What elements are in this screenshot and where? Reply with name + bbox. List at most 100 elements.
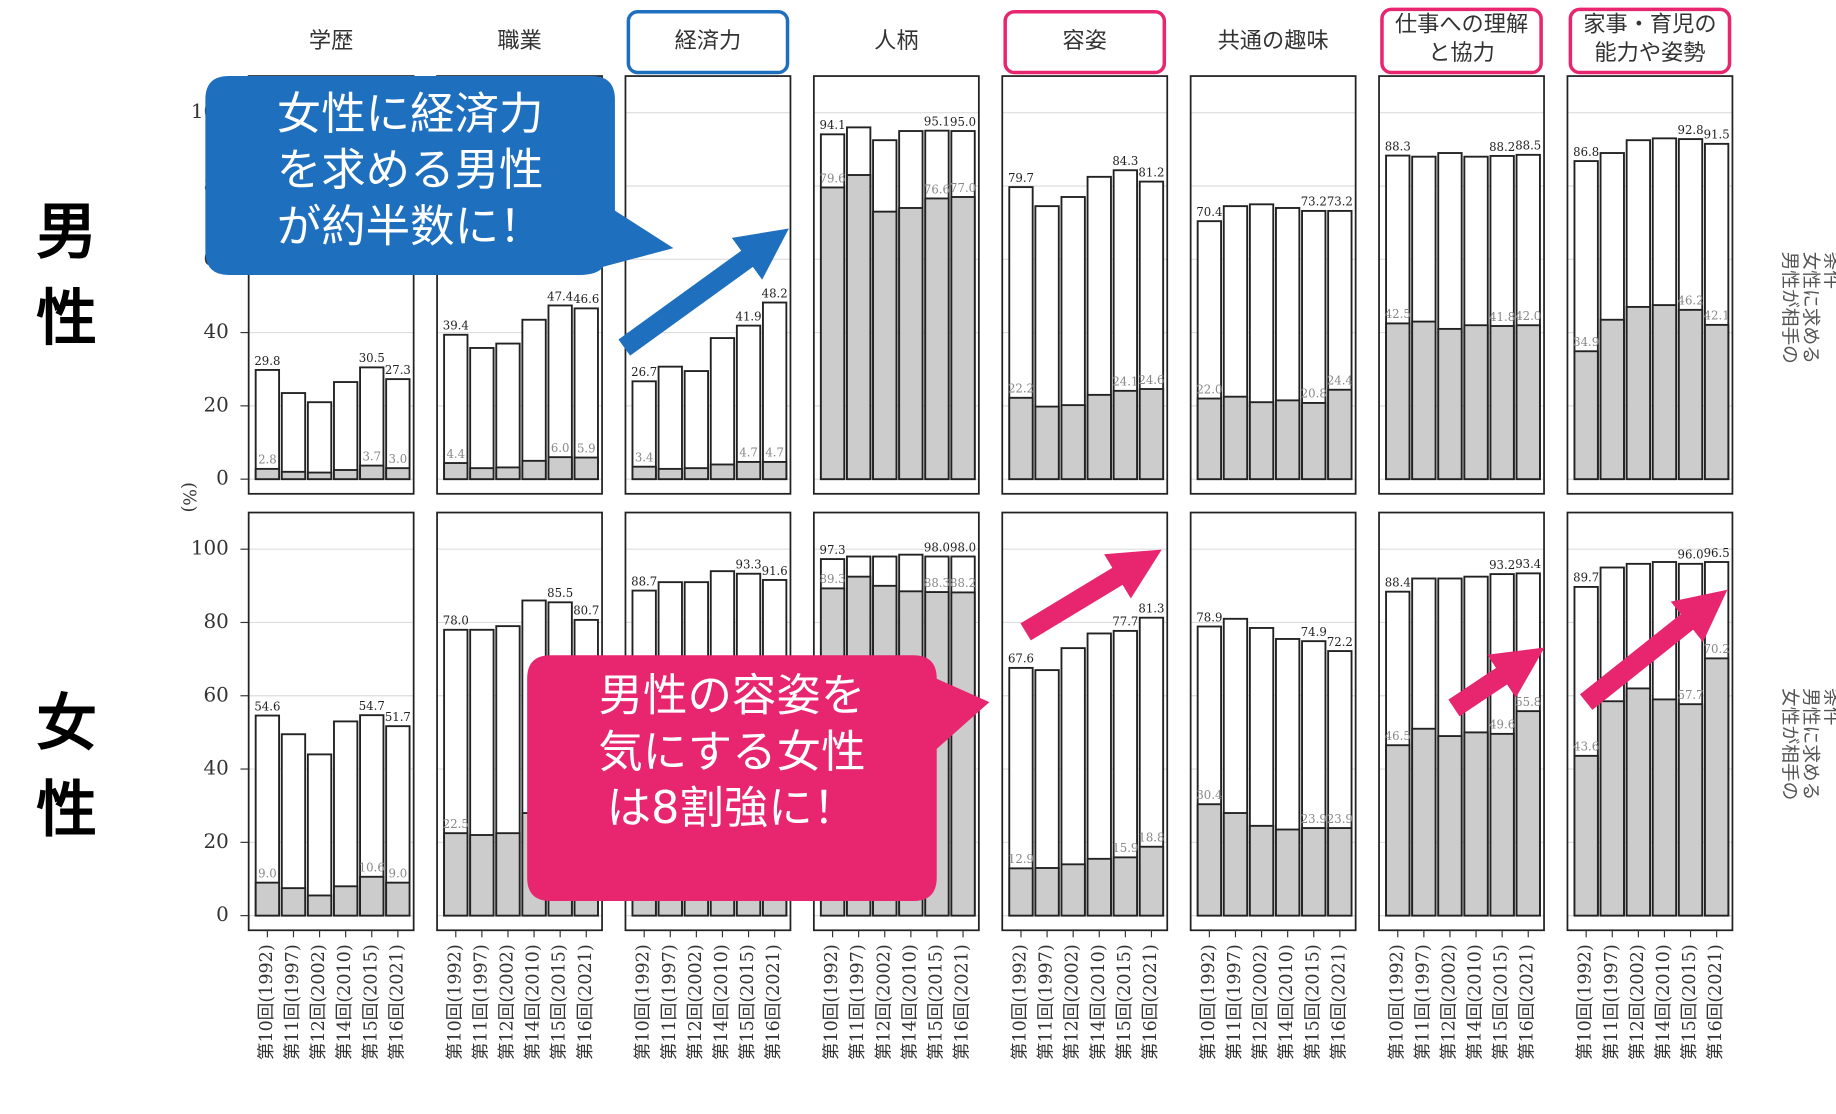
bar (573, 456, 599, 481)
value-label: 55.8 (1515, 695, 1541, 709)
x-tick-label: 第10回(1992) (822, 944, 842, 1060)
x-tick-label: 第12回(2002) (1251, 944, 1271, 1060)
value-label: 51.7 (385, 710, 411, 724)
bar (1196, 397, 1223, 481)
value-label: 34.9 (1573, 335, 1599, 349)
value-label: 4.7 (739, 446, 758, 460)
panel-frame (1001, 75, 1169, 495)
x-tick-label: 第10回(1992) (634, 944, 654, 1060)
x-tick-label: 第16回(2021) (576, 944, 596, 1060)
facet-title: 容姿 (1063, 28, 1107, 54)
side-label-line: 条件 (1821, 252, 1836, 289)
bar (385, 467, 411, 481)
side-label-line: 男性が相手の (1779, 252, 1800, 364)
x-tick-label: 第12回(2002) (1628, 944, 1648, 1060)
x-tick-label: 第16回(2021) (764, 944, 784, 1060)
value-label: 74.9 (1301, 625, 1327, 639)
value-label: 70.2 (1704, 642, 1730, 656)
bar (333, 381, 359, 481)
value-label: 30.5 (359, 351, 385, 365)
value-label: 49.6 (1489, 718, 1515, 732)
bar (306, 471, 333, 481)
value-label: 94.1 (820, 118, 846, 132)
bar (521, 318, 547, 481)
x-tick-label: 第11回(1997) (283, 944, 303, 1060)
value-label: 41.8 (1489, 310, 1515, 324)
value-label: 4.7 (765, 446, 784, 460)
arrow (1020, 549, 1162, 641)
side-label-line: 男性に求める (1800, 688, 1821, 800)
value-label: 79.7 (1008, 171, 1034, 185)
bar (735, 460, 762, 481)
bar (1138, 845, 1165, 917)
x-tick-label: 第11回(1997) (660, 944, 680, 1060)
value-label: 5.9 (577, 441, 596, 455)
bar (1515, 710, 1541, 917)
y-tick-label: 40 (203, 757, 228, 780)
row-label: 女性 (25, 690, 96, 864)
value-label: 76.6 (924, 182, 950, 196)
bar (359, 875, 385, 917)
value-label: 22.2 (1008, 382, 1034, 396)
value-label: 97.3 (820, 543, 846, 557)
bar (443, 462, 469, 481)
value-label: 39.4 (443, 319, 469, 333)
bar (846, 174, 872, 481)
value-label: 78.9 (1196, 610, 1222, 624)
bar (547, 456, 573, 481)
panel-frame (624, 75, 792, 495)
value-label: 6.0 (551, 441, 570, 455)
value-label: 30.4 (1196, 788, 1222, 802)
value-label: 78.0 (443, 614, 469, 628)
bar (1196, 803, 1223, 917)
panel-frame (1378, 511, 1545, 932)
x-tick-label: 第12回(2002) (309, 944, 329, 1060)
x-tick-label: 第15回(2015) (738, 944, 758, 1060)
bar (683, 370, 710, 481)
value-label: 88.2 (1489, 140, 1515, 154)
x-tick-label: 第10回(1992) (1199, 944, 1219, 1060)
side-label-line: 女性が相手の (1779, 688, 1800, 800)
bar (1411, 727, 1437, 917)
value-label: 43.6 (1573, 740, 1599, 754)
bar (1677, 308, 1704, 481)
bar (280, 887, 307, 917)
x-tick-label: 第10回(1992) (445, 944, 465, 1060)
bar (1599, 318, 1625, 481)
bar (333, 885, 359, 917)
x-tick-label: 第12回(2002) (1439, 944, 1459, 1060)
arrow (618, 228, 789, 356)
facet-title: 人柄 (874, 28, 918, 54)
facet-title: 職業 (497, 28, 541, 54)
value-label: 73.2 (1327, 195, 1353, 209)
callout-text: は8割強に！ (607, 783, 858, 834)
value-label: 81.3 (1138, 602, 1164, 616)
bar (762, 460, 788, 481)
callout-bubble (205, 76, 674, 275)
value-label: 42.0 (1515, 309, 1541, 323)
side-label: 男性が相手の 女性に求める 条件 (1779, 252, 1836, 364)
bar (306, 753, 333, 917)
bar (443, 832, 469, 917)
bar (1463, 324, 1489, 481)
bar (709, 463, 736, 481)
bar (1651, 304, 1678, 481)
callout-text: が約半数に！ (277, 201, 544, 252)
value-label: 23.9 (1301, 812, 1327, 826)
y-tick-label: 0 (216, 467, 229, 490)
bar (1704, 323, 1730, 481)
value-label: 42.5 (1385, 307, 1411, 321)
bar (1463, 731, 1489, 917)
bar (495, 466, 521, 481)
value-label: 98.0 (924, 540, 950, 554)
value-label: 54.7 (359, 699, 385, 713)
panel-frame (1566, 75, 1734, 495)
value-label: 77.7 (1112, 615, 1138, 629)
value-label: 73.2 (1301, 195, 1327, 209)
bar (495, 342, 521, 481)
x-tick-label: 第14回(2010) (900, 944, 920, 1060)
value-label: 24.4 (1327, 374, 1353, 388)
value-label: 12.9 (1008, 852, 1034, 866)
callout-text: 女性に経済力 (277, 89, 544, 140)
value-label: 26.7 (631, 365, 657, 379)
